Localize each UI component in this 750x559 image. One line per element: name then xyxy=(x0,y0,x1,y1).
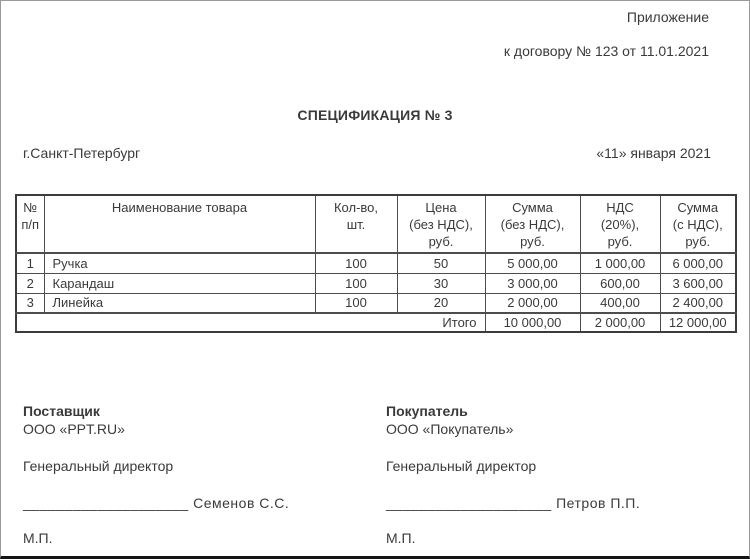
cell-name: Линейка xyxy=(43,292,316,314)
cell-num: 1 xyxy=(15,252,45,274)
header-col-amount-with-vat: Сумма (с НДС), руб. xyxy=(659,194,737,254)
cell-amount-no-vat: 5 000,00 xyxy=(484,252,581,274)
cell-amount-with-vat: 2 400,00 xyxy=(659,292,737,314)
total-vat: 2 000,00 xyxy=(579,312,661,333)
supplier-signature-row: ____________________ Семенов С.С. xyxy=(23,494,386,512)
city-date-row: г.Санкт-Петербург «11» января 2021 xyxy=(23,145,711,161)
header-col-qty: Кол-во, шт. xyxy=(314,194,398,254)
appendix-block: Приложение к договору № 123 от 11.01.202… xyxy=(1,1,749,60)
supplier-signature-line: ____________________ xyxy=(23,495,189,511)
buyer-block: Покупатель ООО «Покупатель» Генеральный … xyxy=(386,402,749,547)
cell-num: 3 xyxy=(15,292,45,314)
date-label: «11» января 2021 xyxy=(596,145,711,161)
total-amount-with-vat: 12 000,00 xyxy=(659,312,737,333)
table-row: 2 Карандаш 100 30 3 000,00 600,00 3 600,… xyxy=(15,272,737,294)
supplier-company: ООО «PPT.RU» xyxy=(23,421,125,437)
cell-qty: 100 xyxy=(314,252,398,274)
header-col-amount-no-vat: Сумма (без НДС), руб. xyxy=(484,194,581,254)
header-col-num: № п/п xyxy=(15,194,45,254)
supplier-block: Поставщик ООО «PPT.RU» Генеральный дирек… xyxy=(23,402,386,547)
buyer-seal: М.П. xyxy=(386,530,416,546)
signatures-section: Поставщик ООО «PPT.RU» Генеральный дирек… xyxy=(23,402,749,547)
document-title: СПЕЦИФИКАЦИЯ № 3 xyxy=(297,107,453,123)
cell-qty: 100 xyxy=(314,292,398,314)
header-col-vat: НДС (20%), руб. xyxy=(579,194,661,254)
total-label: Итого xyxy=(15,312,486,333)
cell-amount-with-vat: 6 000,00 xyxy=(659,252,737,274)
buyer-signature-line: ____________________ xyxy=(386,495,552,511)
cell-name: Ручка xyxy=(43,252,316,274)
supplier-heading: Поставщик xyxy=(23,403,100,419)
header-col-name: Наименование товара xyxy=(43,194,316,254)
buyer-signature-row: ____________________ Петров П.П. xyxy=(386,494,749,512)
cell-price: 30 xyxy=(396,272,486,294)
buyer-position: Генеральный директор xyxy=(386,458,537,474)
cell-price: 20 xyxy=(396,292,486,314)
supplier-seal: М.П. xyxy=(23,530,53,546)
buyer-signatory: Петров П.П. xyxy=(551,495,641,511)
supplier-signatory: Семенов С.С. xyxy=(188,495,290,511)
total-amount-no-vat: 10 000,00 xyxy=(484,312,581,333)
cell-price: 50 xyxy=(396,252,486,274)
cell-vat: 400,00 xyxy=(579,292,661,314)
cell-num: 2 xyxy=(15,272,45,294)
cell-name: Карандаш xyxy=(43,272,316,294)
contract-reference: к договору № 123 от 11.01.2021 xyxy=(503,43,709,59)
specification-table: № п/п Наименование товара Кол-во, шт. Це… xyxy=(15,194,737,333)
header-col-price: Цена (без НДС), руб. xyxy=(396,194,486,254)
table-row: 1 Ручка 100 50 5 000,00 1 000,00 6 000,0… xyxy=(15,252,737,274)
cell-amount-with-vat: 3 600,00 xyxy=(659,272,737,294)
city-label: г.Санкт-Петербург xyxy=(23,145,141,161)
table-header-row: № п/п Наименование товара Кол-во, шт. Це… xyxy=(15,194,737,254)
cell-vat: 600,00 xyxy=(579,272,661,294)
cell-qty: 100 xyxy=(314,272,398,294)
appendix-label: Приложение xyxy=(626,9,709,25)
supplier-position: Генеральный директор xyxy=(23,458,174,474)
cell-vat: 1 000,00 xyxy=(579,252,661,274)
cell-amount-no-vat: 3 000,00 xyxy=(484,272,581,294)
cell-amount-no-vat: 2 000,00 xyxy=(484,292,581,314)
table-total-row: Итого 10 000,00 2 000,00 12 000,00 xyxy=(15,312,737,333)
table-row: 3 Линейка 100 20 2 000,00 400,00 2 400,0… xyxy=(15,292,737,314)
buyer-heading: Покупатель xyxy=(386,403,468,419)
buyer-company: ООО «Покупатель» xyxy=(386,421,514,437)
